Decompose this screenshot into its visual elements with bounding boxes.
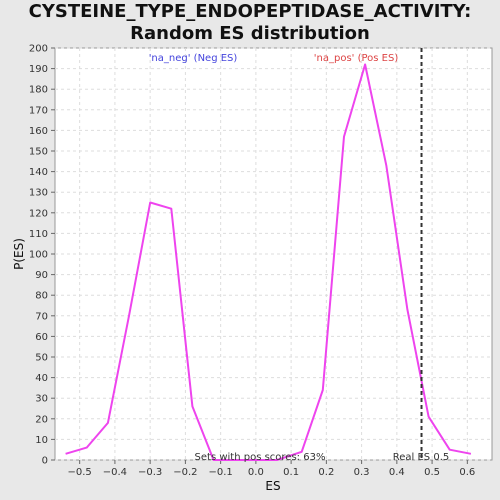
y-tick-label: 80: [35, 291, 48, 302]
y-tick-label: 60: [35, 332, 48, 343]
x-axis: −0.5 −0.4 −0.3 −0.2 −0.1 0.0 0.1 0.2 0.3 0.4 0.5 0.…: [68, 460, 475, 478]
x-tick-label: 0.4: [389, 467, 405, 478]
grid: [55, 47, 492, 461]
real-es-label: Real ES 0.5: [393, 452, 449, 463]
es-distribution-line: [65, 63, 472, 461]
y-axis-label: P(ES): [12, 238, 26, 270]
x-tick-label: 0.0: [248, 467, 264, 478]
y-tick-label: 180: [29, 85, 48, 96]
y-tick-label: 130: [29, 188, 48, 199]
y-tick-label: 40: [35, 373, 48, 384]
x-tick-label: 0.2: [318, 467, 334, 478]
pos-scores-annotation: Sets with pos scores: 63%: [195, 452, 326, 463]
x-tick-label: −0.1: [208, 467, 232, 478]
y-tick-label: 200: [29, 44, 48, 55]
y-tick-label: 100: [29, 250, 48, 261]
y-tick-label: 150: [29, 147, 48, 158]
neg-es-annotation: 'na_neg' (Neg ES): [149, 53, 238, 64]
x-tick-label: −0.5: [68, 467, 92, 478]
y-tick-label: 10: [35, 435, 48, 446]
x-axis-label: ES: [265, 479, 280, 493]
chart-title: CYSTEINE_TYPE_ENDOPEPTIDASE_ACTIVITY: Ra…: [28, 1, 472, 44]
x-tick-label: 0.1: [283, 467, 299, 478]
y-tick-label: 0: [42, 456, 48, 467]
x-tick-label: −0.2: [173, 467, 197, 478]
y-tick-label: 170: [29, 105, 48, 116]
y-tick-label: 120: [29, 208, 48, 219]
x-tick-label: 0.6: [459, 467, 475, 478]
x-tick-label: −0.3: [138, 467, 162, 478]
y-tick-label: 190: [29, 64, 48, 75]
y-tick-label: 70: [35, 311, 48, 322]
pos-es-annotation: 'na_pos' (Pos ES): [314, 53, 399, 64]
y-tick-label: 160: [29, 126, 48, 137]
y-axis: 0 10 20 30 40 50 60 70 80 90 100 110 120 130 140 150 160…: [29, 44, 55, 467]
y-tick-label: 50: [35, 353, 48, 364]
y-tick-label: 90: [35, 270, 48, 281]
y-tick-label: 110: [29, 229, 48, 240]
x-tick-label: 0.3: [354, 467, 370, 478]
x-tick-label: −0.4: [103, 467, 127, 478]
y-tick-label: 30: [35, 394, 48, 405]
series-layer: [65, 63, 472, 461]
x-tick-label: 0.5: [424, 467, 440, 478]
y-tick-label: 20: [35, 414, 48, 425]
y-tick-label: 140: [29, 167, 48, 178]
